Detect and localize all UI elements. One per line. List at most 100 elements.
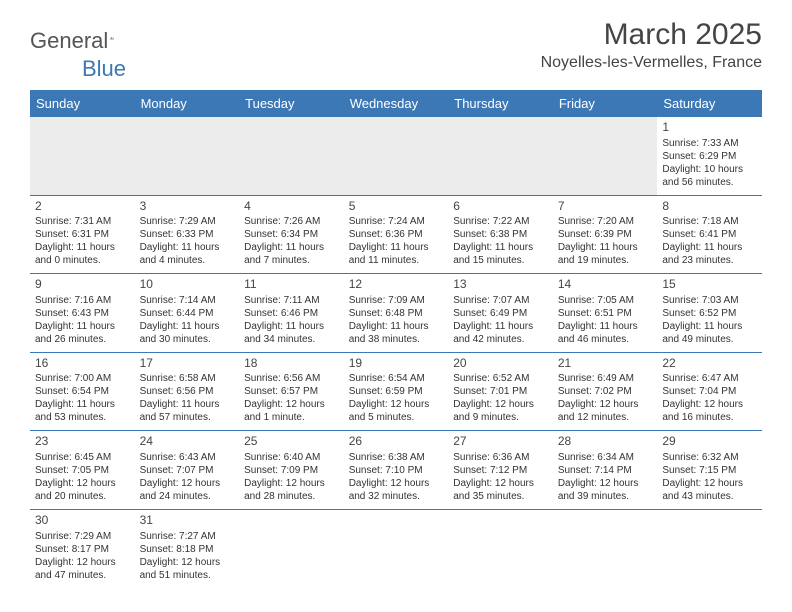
logo: General [30, 28, 132, 54]
sunrise-text: Sunrise: 7:05 AM [558, 294, 653, 307]
sunset-text: Sunset: 7:12 PM [453, 464, 548, 477]
sunset-text: Sunset: 6:41 PM [662, 228, 757, 241]
calendar-cell: 8Sunrise: 7:18 AMSunset: 6:41 PMDaylight… [657, 195, 762, 274]
sunset-text: Sunset: 6:57 PM [244, 385, 339, 398]
sunset-text: Sunset: 8:18 PM [140, 543, 235, 556]
day-number: 15 [662, 277, 757, 293]
sunset-text: Sunset: 6:29 PM [662, 150, 757, 163]
daylight-text: Daylight: 12 hours [662, 398, 757, 411]
daylight-text: and 20 minutes. [35, 490, 130, 503]
sunset-text: Sunset: 6:39 PM [558, 228, 653, 241]
sunset-text: Sunset: 6:54 PM [35, 385, 130, 398]
daylight-text: and 49 minutes. [662, 333, 757, 346]
daylight-text: Daylight: 11 hours [140, 320, 235, 333]
daylight-text: and 57 minutes. [140, 411, 235, 424]
sunrise-text: Sunrise: 7:24 AM [349, 215, 444, 228]
sunrise-text: Sunrise: 6:47 AM [662, 372, 757, 385]
calendar-cell [553, 509, 658, 587]
daylight-text: Daylight: 11 hours [35, 398, 130, 411]
calendar-cell: 19Sunrise: 6:54 AMSunset: 6:59 PMDayligh… [344, 352, 449, 431]
calendar-cell [553, 117, 658, 195]
sunset-text: Sunset: 6:52 PM [662, 307, 757, 320]
day-number: 25 [244, 434, 339, 450]
sunrise-text: Sunrise: 6:49 AM [558, 372, 653, 385]
calendar-cell: 5Sunrise: 7:24 AMSunset: 6:36 PMDaylight… [344, 195, 449, 274]
calendar-cell: 27Sunrise: 6:36 AMSunset: 7:12 PMDayligh… [448, 431, 553, 510]
daylight-text: Daylight: 12 hours [244, 477, 339, 490]
daylight-text: Daylight: 11 hours [662, 241, 757, 254]
daylight-text: Daylight: 12 hours [35, 556, 130, 569]
day-number: 17 [140, 356, 235, 372]
daylight-text: Daylight: 11 hours [244, 241, 339, 254]
sunset-text: Sunset: 7:10 PM [349, 464, 444, 477]
sunset-text: Sunset: 6:36 PM [349, 228, 444, 241]
daylight-text: and 5 minutes. [349, 411, 444, 424]
daylight-text: Daylight: 11 hours [35, 320, 130, 333]
daylight-text: and 12 minutes. [558, 411, 653, 424]
sunrise-text: Sunrise: 7:03 AM [662, 294, 757, 307]
sunrise-text: Sunrise: 7:16 AM [35, 294, 130, 307]
daylight-text: Daylight: 11 hours [140, 241, 235, 254]
day-header: Saturday [657, 90, 762, 117]
sunset-text: Sunset: 6:38 PM [453, 228, 548, 241]
day-number: 27 [453, 434, 548, 450]
calendar-table: Sunday Monday Tuesday Wednesday Thursday… [30, 90, 762, 588]
daylight-text: Daylight: 12 hours [140, 556, 235, 569]
daylight-text: and 16 minutes. [662, 411, 757, 424]
day-header: Friday [553, 90, 658, 117]
day-number: 6 [453, 199, 548, 215]
calendar-cell: 7Sunrise: 7:20 AMSunset: 6:39 PMDaylight… [553, 195, 658, 274]
calendar-cell [135, 117, 240, 195]
daylight-text: and 7 minutes. [244, 254, 339, 267]
day-number: 20 [453, 356, 548, 372]
day-number: 29 [662, 434, 757, 450]
daylight-text: and 34 minutes. [244, 333, 339, 346]
calendar-cell: 31Sunrise: 7:27 AMSunset: 8:18 PMDayligh… [135, 509, 240, 587]
sunset-text: Sunset: 7:02 PM [558, 385, 653, 398]
daylight-text: and 56 minutes. [662, 176, 757, 189]
day-number: 11 [244, 277, 339, 293]
sunset-text: Sunset: 6:44 PM [140, 307, 235, 320]
sunrise-text: Sunrise: 7:29 AM [140, 215, 235, 228]
calendar-cell: 23Sunrise: 6:45 AMSunset: 7:05 PMDayligh… [30, 431, 135, 510]
daylight-text: and 9 minutes. [453, 411, 548, 424]
sunset-text: Sunset: 6:56 PM [140, 385, 235, 398]
daylight-text: Daylight: 12 hours [140, 477, 235, 490]
sunset-text: Sunset: 7:05 PM [35, 464, 130, 477]
calendar-cell: 4Sunrise: 7:26 AMSunset: 6:34 PMDaylight… [239, 195, 344, 274]
calendar-cell: 25Sunrise: 6:40 AMSunset: 7:09 PMDayligh… [239, 431, 344, 510]
sunrise-text: Sunrise: 6:52 AM [453, 372, 548, 385]
daylight-text: and 19 minutes. [558, 254, 653, 267]
sunset-text: Sunset: 6:49 PM [453, 307, 548, 320]
daylight-text: and 43 minutes. [662, 490, 757, 503]
page-title: March 2025 [541, 18, 762, 52]
sunrise-text: Sunrise: 7:33 AM [662, 137, 757, 150]
calendar-cell: 2Sunrise: 7:31 AMSunset: 6:31 PMDaylight… [30, 195, 135, 274]
calendar-cell: 24Sunrise: 6:43 AMSunset: 7:07 PMDayligh… [135, 431, 240, 510]
calendar-cell [344, 509, 449, 587]
daylight-text: and 1 minute. [244, 411, 339, 424]
calendar-cell: 28Sunrise: 6:34 AMSunset: 7:14 PMDayligh… [553, 431, 658, 510]
sunrise-text: Sunrise: 7:11 AM [244, 294, 339, 307]
day-header: Sunday [30, 90, 135, 117]
day-number: 7 [558, 199, 653, 215]
sunrise-text: Sunrise: 7:29 AM [35, 530, 130, 543]
day-number: 4 [244, 199, 339, 215]
calendar-row: 1Sunrise: 7:33 AMSunset: 6:29 PMDaylight… [30, 117, 762, 195]
daylight-text: and 15 minutes. [453, 254, 548, 267]
calendar-cell: 11Sunrise: 7:11 AMSunset: 6:46 PMDayligh… [239, 274, 344, 353]
daylight-text: Daylight: 11 hours [453, 241, 548, 254]
sunrise-text: Sunrise: 7:27 AM [140, 530, 235, 543]
sunrise-text: Sunrise: 6:54 AM [349, 372, 444, 385]
calendar-cell: 30Sunrise: 7:29 AMSunset: 8:17 PMDayligh… [30, 509, 135, 587]
calendar-cell: 6Sunrise: 7:22 AMSunset: 6:38 PMDaylight… [448, 195, 553, 274]
daylight-text: Daylight: 12 hours [558, 477, 653, 490]
calendar-cell: 18Sunrise: 6:56 AMSunset: 6:57 PMDayligh… [239, 352, 344, 431]
daylight-text: Daylight: 12 hours [662, 477, 757, 490]
sunset-text: Sunset: 7:15 PM [662, 464, 757, 477]
sunrise-text: Sunrise: 6:36 AM [453, 451, 548, 464]
sunset-text: Sunset: 8:17 PM [35, 543, 130, 556]
day-number: 12 [349, 277, 444, 293]
day-number: 22 [662, 356, 757, 372]
day-number: 30 [35, 513, 130, 529]
